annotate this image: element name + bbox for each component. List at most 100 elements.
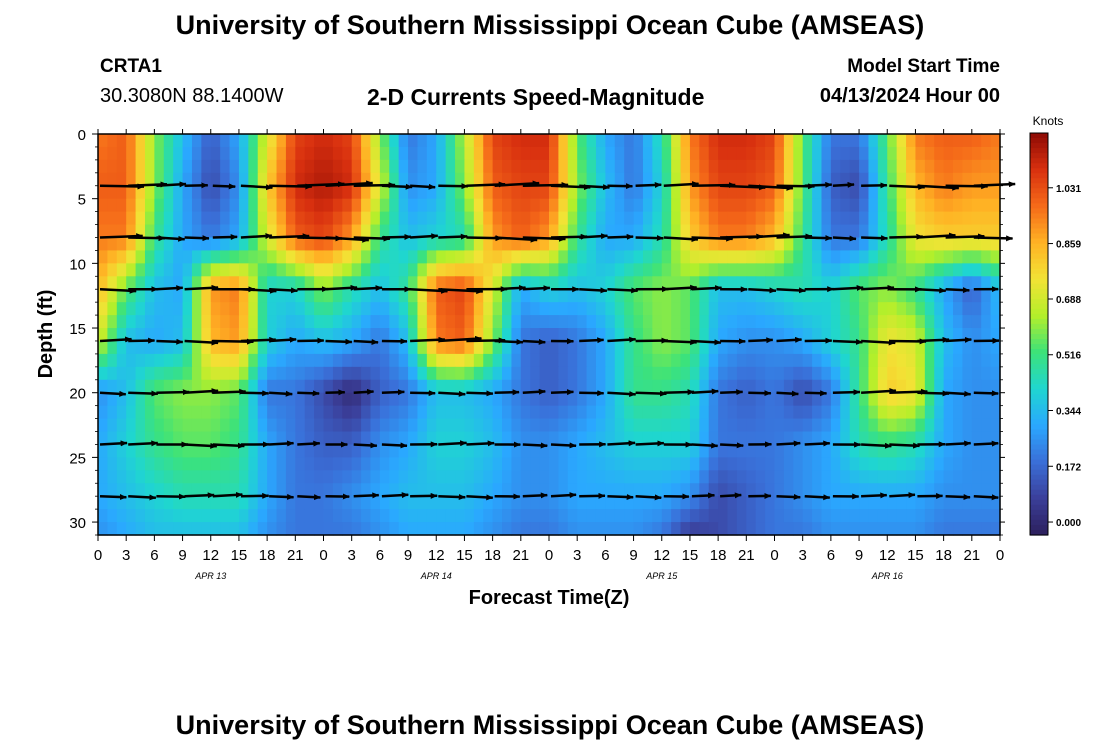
heatmap-cell [502,289,513,303]
heatmap-cell [154,522,165,536]
heatmap-cell [774,496,785,510]
heatmap-cell [962,276,973,290]
heatmap-cell [708,405,719,420]
heatmap-cell [699,146,710,161]
heatmap-cell [680,366,691,381]
heatmap-cell [943,353,954,368]
heatmap-cell [229,315,240,329]
heatmap-cell [680,457,691,471]
heatmap-cell [821,224,832,239]
heatmap-cell [351,496,362,510]
heatmap-cell [398,328,409,342]
heatmap-cell [464,522,475,536]
current-vector [438,183,469,190]
heatmap-cell [248,172,259,187]
heatmap-cell [332,315,343,329]
heatmap-cell [285,509,296,523]
heatmap-cell [417,289,428,303]
heatmap-cell [285,418,296,433]
heatmap-cell [436,392,447,407]
heatmap-cell [699,340,710,355]
heatmap-cell [126,444,137,458]
current-vector [325,180,374,187]
heatmap-cell [304,366,315,381]
heatmap-cell [473,366,484,381]
heatmap-cell [126,237,137,252]
heatmap-cell [389,431,400,446]
heatmap-cell [530,198,541,213]
heatmap-cell [154,353,165,368]
heatmap-cell [539,134,550,148]
heatmap-cell [736,263,747,277]
heatmap-cell [558,405,569,420]
heatmap-cell [868,392,879,407]
heatmap-cell [295,366,306,381]
heatmap-cell [595,405,606,420]
heatmap-cell [182,134,193,148]
heatmap-cell [887,185,898,200]
heatmap-cell [765,211,776,226]
heatmap-cell [567,315,578,329]
heatmap-cell [436,185,447,200]
heatmap-cell [455,315,466,329]
heatmap-cell [332,159,343,174]
current-vector [973,390,999,397]
heatmap-cell [746,522,757,536]
heatmap-cell [718,418,729,433]
heatmap-cell [389,211,400,226]
heatmap-cell [107,431,118,446]
colorbar-swatch [1030,394,1048,400]
heatmap-cell [783,185,794,200]
heatmap-cell [182,315,193,329]
heatmap-cell [689,353,700,368]
heatmap-cell [173,237,184,252]
heatmap-cell [746,392,757,407]
heatmap-cell [821,496,832,510]
heatmap-cell [154,431,165,446]
heatmap-cell [398,470,409,484]
heatmap-cell [436,134,447,148]
heatmap-cell [238,211,249,226]
heatmap-cell [953,224,964,239]
heatmap-cell [680,328,691,342]
heatmap-cell [558,328,569,342]
heatmap-cell [379,172,390,187]
heatmap-cell [351,134,362,148]
heatmap-cell [943,263,954,277]
heatmap-cell [238,431,249,446]
heatmap-cell [868,146,879,161]
heatmap-cell [887,134,898,148]
heatmap-cell [577,134,588,148]
heatmap-cell [229,302,240,316]
heatmap-cell [163,289,174,303]
heatmap-cell [962,444,973,458]
x-tick-label: 12 [879,547,896,564]
current-vector [522,388,546,395]
heatmap-cell [342,353,353,368]
heatmap-cell [163,392,174,407]
heatmap-cell [924,366,935,381]
heatmap-cell [126,470,137,484]
heatmap-cell [464,289,475,303]
heatmap-cell [238,418,249,433]
colorbar-swatch [1030,183,1048,189]
heatmap-cell [502,366,513,381]
heatmap-cell [361,431,372,446]
heatmap-cell [398,509,409,523]
heatmap-cell [379,263,390,277]
heatmap-cell [577,379,588,394]
heatmap-cell [436,431,447,446]
heatmap-cell [191,328,202,342]
heatmap-cell [135,211,146,226]
heatmap-cell [163,146,174,161]
heatmap-cell [445,431,456,446]
x-tick-label: 21 [287,547,304,564]
colorbar-swatch [1030,173,1048,179]
heatmap-cell [906,522,917,536]
heatmap-cell [248,405,259,420]
heatmap-cell [859,457,870,471]
heatmap-cell [934,470,945,484]
heatmap-cell [304,379,315,394]
heatmap-cell [746,457,757,471]
heatmap-cell [257,470,268,484]
